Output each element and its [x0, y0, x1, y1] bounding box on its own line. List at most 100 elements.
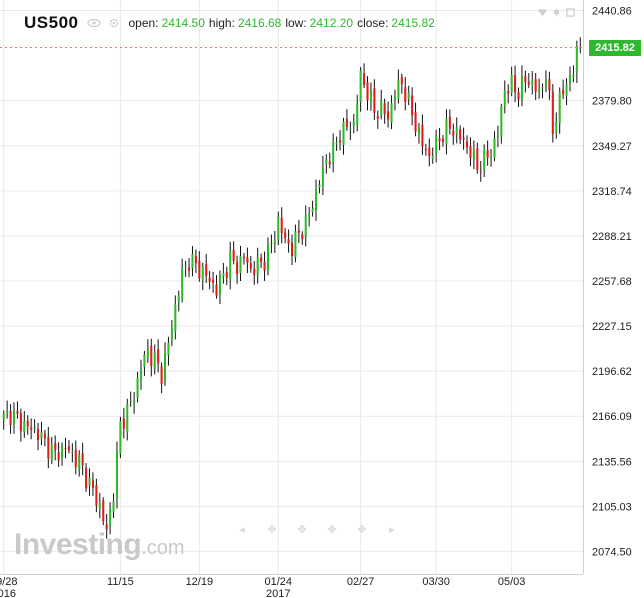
candle: [88, 468, 91, 496]
candle: [308, 206, 311, 227]
candle: [414, 102, 417, 137]
candle: [325, 154, 328, 174]
candle-body: [383, 103, 386, 115]
candle-body: [37, 428, 40, 441]
settings-gear-icon[interactable]: [107, 18, 121, 28]
x-tick-year: 2016: [0, 588, 16, 598]
candle: [277, 211, 280, 246]
candle-body: [345, 119, 348, 128]
candle: [380, 89, 383, 120]
candle: [222, 262, 225, 284]
candle-body: [562, 89, 565, 95]
candle: [112, 493, 115, 518]
candle-body: [194, 256, 197, 264]
candle: [263, 251, 266, 281]
candle-body: [105, 524, 108, 530]
candle-body: [74, 449, 77, 468]
candle-body: [407, 92, 410, 100]
zoom-in-icon[interactable]: ✥: [327, 524, 337, 536]
candle: [95, 478, 98, 513]
candle-body: [318, 184, 321, 188]
scroll-right-icon[interactable]: ▸: [389, 524, 395, 536]
candle: [270, 234, 273, 254]
candle-body: [321, 166, 324, 187]
candle: [390, 95, 393, 130]
candle-body: [47, 436, 50, 459]
candle: [50, 437, 53, 464]
candle-body: [441, 138, 445, 142]
candle: [150, 338, 153, 377]
candle: [486, 140, 489, 166]
candle: [129, 391, 132, 407]
candle-body: [222, 273, 225, 277]
candle-body: [157, 349, 160, 364]
candle-body: [339, 140, 342, 143]
candle-body: [417, 127, 421, 135]
candle-body: [496, 135, 499, 138]
candle-body: [71, 451, 74, 453]
candle: [534, 73, 537, 100]
candle: [174, 295, 177, 340]
candle: [225, 266, 228, 286]
fit-icon[interactable]: ✥: [357, 524, 367, 536]
candle-body: [33, 427, 36, 429]
candle-body: [572, 74, 575, 77]
zoom-reset-icon[interactable]: ✥: [297, 524, 307, 536]
candle: [139, 359, 143, 390]
candle: [490, 148, 493, 167]
heart-icon[interactable]: [538, 8, 547, 17]
candle-body: [551, 91, 554, 135]
candle-body: [181, 268, 184, 299]
candle-body: [435, 135, 438, 154]
candle-body: [30, 427, 33, 430]
candle: [568, 66, 572, 92]
bell-icon[interactable]: [552, 8, 561, 17]
candle: [466, 135, 469, 154]
candle: [30, 418, 33, 440]
candle-body: [9, 410, 12, 425]
candle-body: [568, 75, 572, 83]
y-tick-label: 2074.50: [592, 546, 632, 558]
candle-body: [538, 88, 541, 93]
candle: [294, 224, 297, 263]
candle: [428, 138, 431, 167]
candle-body: [91, 480, 94, 489]
candle-body: [61, 446, 64, 459]
candle: [496, 125, 499, 148]
candle-body: [50, 444, 53, 461]
scroll-left-icon[interactable]: ◂: [239, 524, 245, 536]
candle: [455, 117, 458, 144]
candle: [520, 65, 523, 107]
candle-body: [565, 84, 568, 96]
candle: [356, 94, 359, 132]
candle: [397, 69, 400, 104]
candle-body: [98, 502, 101, 509]
window-icon[interactable]: [566, 8, 575, 17]
candle: [71, 443, 74, 463]
candle: [335, 136, 338, 151]
candle: [562, 79, 565, 100]
candle: [201, 262, 204, 291]
candle-body: [236, 261, 239, 274]
candle: [43, 429, 46, 447]
candle-body: [88, 477, 91, 486]
candle: [369, 82, 372, 111]
zoom-out-icon[interactable]: ✥: [267, 524, 277, 536]
candle: [12, 402, 16, 434]
candle: [572, 65, 575, 83]
candle: [507, 84, 510, 104]
low-label: low:: [285, 16, 307, 30]
candle: [273, 230, 276, 253]
candle: [452, 123, 455, 145]
candle-body: [143, 354, 146, 368]
x-tick-year: 2017: [266, 588, 290, 598]
candle: [332, 133, 335, 173]
candle-body: [335, 142, 338, 145]
eye-icon[interactable]: [87, 18, 102, 28]
candle: [208, 271, 211, 290]
candle: [349, 121, 352, 141]
y-tick-label: 2379.80: [592, 96, 632, 108]
candle-body: [459, 129, 462, 140]
chart-tools: [538, 8, 575, 17]
candle-body: [112, 501, 115, 512]
